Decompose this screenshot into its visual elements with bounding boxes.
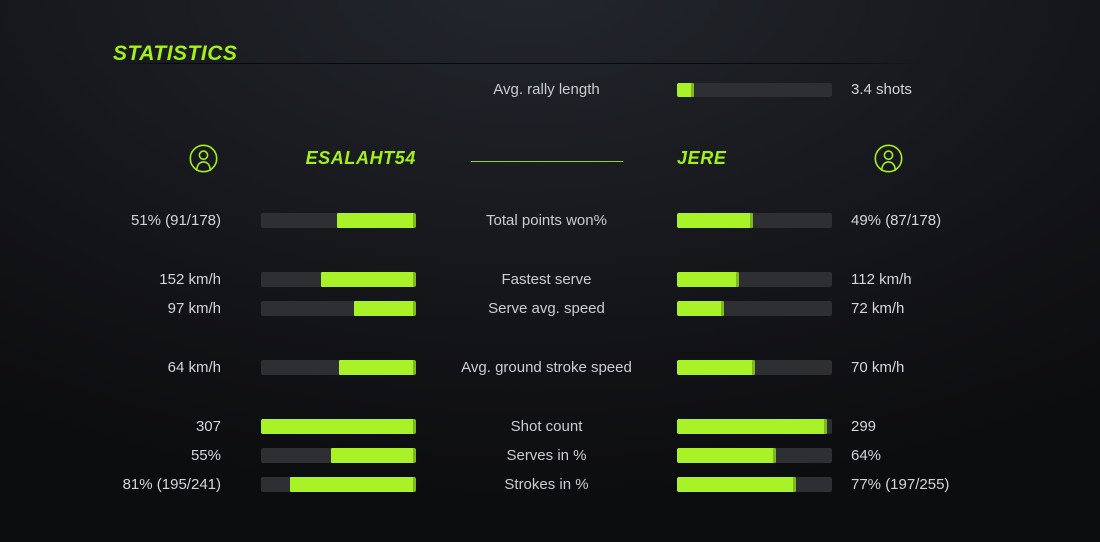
left-bar bbox=[261, 301, 416, 316]
left-bar bbox=[261, 213, 416, 228]
players-divider-line bbox=[470, 160, 623, 162]
stat-row: 97 km/h Serve avg. speed 72 km/h bbox=[0, 294, 1100, 323]
right-player-name: JERE bbox=[677, 147, 727, 168]
left-value: 55% bbox=[190, 447, 221, 464]
right-bar-fill bbox=[677, 272, 739, 287]
rally-value: 3.4 shots bbox=[851, 81, 912, 98]
rally-label: Avg. rally length bbox=[493, 81, 600, 98]
left-player-avatar-icon bbox=[189, 144, 218, 172]
right-bar-fill bbox=[677, 419, 828, 434]
left-value: 152 km/h bbox=[159, 271, 221, 288]
left-bar-fill bbox=[321, 272, 416, 287]
left-player-name: ESALAHT54 bbox=[305, 147, 416, 168]
stat-label: Avg. ground stroke speed bbox=[461, 359, 632, 376]
stat-label: Serves in % bbox=[506, 447, 587, 464]
right-bar-fill bbox=[677, 213, 753, 228]
left-bar-fill bbox=[336, 213, 416, 228]
right-bar bbox=[677, 301, 832, 316]
right-bar bbox=[677, 477, 832, 492]
left-bar bbox=[261, 477, 416, 492]
right-bar bbox=[677, 448, 832, 463]
left-bar-fill bbox=[330, 448, 416, 463]
statistics-screen: STATISTICS Avg. rally length 3.4 shots E… bbox=[0, 42, 1100, 499]
stat-row: 81% (195/241) Strokes in % 77% (197/255) bbox=[0, 470, 1100, 499]
right-bar-fill bbox=[677, 301, 724, 316]
right-value: 70 km/h bbox=[851, 359, 905, 376]
top-divider-line bbox=[110, 63, 920, 64]
left-value: 51% (91/178) bbox=[130, 212, 221, 229]
right-bar bbox=[677, 213, 832, 228]
stat-label: Strokes in % bbox=[504, 476, 589, 493]
stat-row: 64 km/h Avg. ground stroke speed 70 km/h bbox=[0, 353, 1100, 382]
left-value: 307 bbox=[195, 418, 221, 435]
left-bar-fill bbox=[261, 419, 416, 434]
right-bar-fill bbox=[677, 360, 755, 375]
right-bar-fill bbox=[677, 448, 777, 463]
left-bar-fill bbox=[354, 301, 416, 316]
rally-row: Avg. rally length 3.4 shots bbox=[0, 75, 1100, 104]
stat-row: 51% (91/178) Total points won% 49% (87/1… bbox=[0, 206, 1100, 235]
stat-row: 152 km/h Fastest serve 112 km/h bbox=[0, 265, 1100, 294]
page-title: STATISTICS bbox=[113, 42, 238, 65]
right-bar bbox=[677, 360, 832, 375]
stat-label: Fastest serve bbox=[501, 271, 592, 288]
right-bar bbox=[677, 272, 832, 287]
stat-label: Shot count bbox=[510, 418, 583, 435]
right-value: 77% (197/255) bbox=[851, 476, 950, 493]
rally-bar-fill bbox=[677, 82, 695, 97]
right-bar-fill bbox=[677, 477, 797, 492]
stat-row: 307 Shot count 299 bbox=[0, 412, 1100, 441]
players-header-row: ESALAHT54 JERE bbox=[0, 140, 1100, 176]
right-player-avatar-icon bbox=[874, 144, 903, 172]
left-value: 64 km/h bbox=[167, 359, 221, 376]
left-bar bbox=[261, 272, 416, 287]
stat-label: Serve avg. speed bbox=[488, 300, 605, 317]
left-bar bbox=[261, 419, 416, 434]
right-value: 112 km/h bbox=[851, 271, 912, 288]
right-bar bbox=[677, 419, 832, 434]
left-bar-fill bbox=[338, 360, 416, 375]
stat-row: 55% Serves in % 64% bbox=[0, 441, 1100, 470]
right-value: 64% bbox=[851, 447, 882, 464]
stat-label: Total points won% bbox=[486, 212, 607, 229]
rally-bar bbox=[677, 82, 832, 97]
right-value: 299 bbox=[851, 418, 877, 435]
left-value: 97 km/h bbox=[167, 300, 221, 317]
right-value: 49% (87/178) bbox=[851, 212, 942, 229]
left-value: 81% (195/241) bbox=[122, 476, 221, 493]
left-bar bbox=[261, 448, 416, 463]
left-bar-fill bbox=[290, 477, 416, 492]
right-value: 72 km/h bbox=[851, 300, 905, 317]
left-bar bbox=[261, 360, 416, 375]
stats-list: 51% (91/178) Total points won% 49% (87/1… bbox=[0, 206, 1100, 499]
